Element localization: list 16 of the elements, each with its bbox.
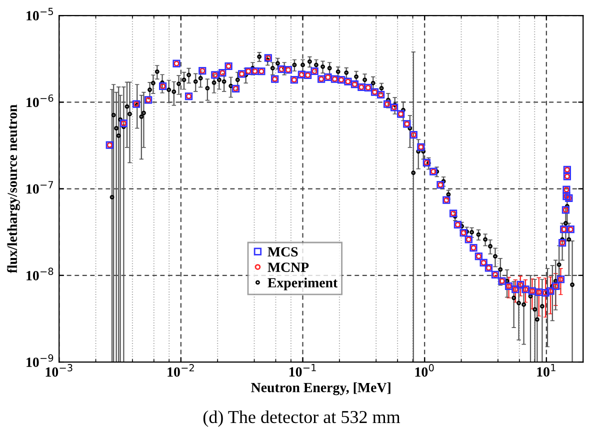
text: (d) The detector at 532 mm <box>203 410 400 427</box>
y-axis-title: flux/lethargy/source neutron <box>7 104 20 274</box>
y-tick-label: 10$^{−7}$ <box>26 181 54 194</box>
x-tick-label: 10$^{0}$ <box>415 364 434 377</box>
y-tick-label: 10$^{−5}$ <box>26 8 53 20</box>
x-axis-title: Neutron Energy, [MeV] <box>251 382 390 396</box>
x-tick-label: 10$^{−1}$ <box>290 364 316 377</box>
y-tick-label: 10$^{−9}$ <box>26 354 54 367</box>
x-tick-label: 10$^{−3}$ <box>46 364 72 377</box>
x-tick-label: 10$^{−2}$ <box>168 364 194 377</box>
legend-label: MCNP <box>268 262 309 272</box>
legend-label: Experiment <box>268 278 338 290</box>
legend-label: MCS <box>268 247 298 257</box>
x-tick-label: 10$^{1}$ <box>537 364 556 377</box>
y-tick-label: 10$^{−8}$ <box>26 268 54 280</box>
y-tick-label: 10$^{−6}$ <box>26 94 54 108</box>
